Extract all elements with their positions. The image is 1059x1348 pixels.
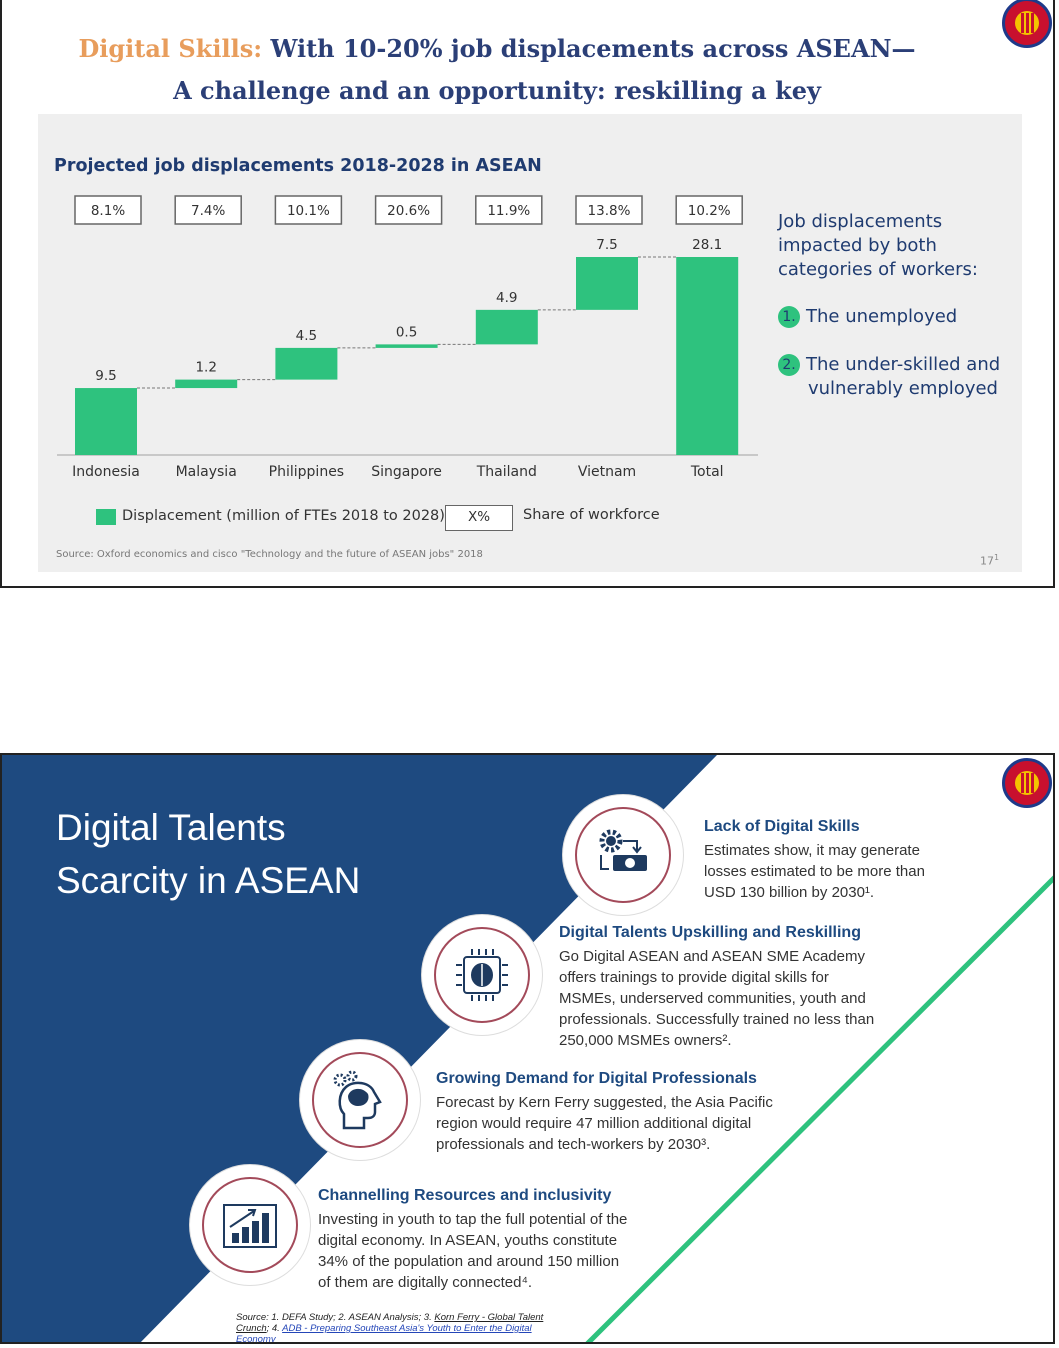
legend-share-box: X% <box>445 505 513 531</box>
data-label: 7.5 <box>596 237 617 253</box>
share-label: 11.9% <box>487 203 530 219</box>
category-label: Indonesia <box>72 464 140 480</box>
bar-total <box>676 257 739 455</box>
item-body: Go Digital ASEAN and ASEAN SME Academy of… <box>559 948 875 1049</box>
side-item-underskilled: 2. The under-skilled and vulnerably emplo… <box>778 353 1018 401</box>
category-label: Singapore <box>371 464 442 480</box>
item-body: Estimates show, it may generate losses es… <box>704 842 925 901</box>
slide-digital-skills: Digital Skills: With 10-20% job displace… <box>0 0 1055 588</box>
head-gears-icon <box>333 1070 382 1130</box>
brain-chip-icon <box>456 949 508 1001</box>
share-label: 8.1% <box>91 203 125 219</box>
page-number-sup: 1 <box>994 553 1000 562</box>
share-box <box>74 195 142 225</box>
chart-title: Projected job displacements 2018-2028 in… <box>54 156 542 176</box>
share-label: 20.6% <box>387 203 430 219</box>
slide-digital-talents: Digital Talents Scarcity in ASEAN Lack o… <box>0 753 1055 1344</box>
share-box <box>274 195 343 225</box>
share-box <box>374 195 443 225</box>
source-note: Source: Oxford economics and cisco "Tech… <box>56 549 483 560</box>
title-line2: A challenge and an opportunity: reskilli… <box>173 76 821 105</box>
growth-chart-icon-circle <box>190 1165 310 1285</box>
asean-emblem-icon <box>1002 0 1052 48</box>
side-heading: Job displacements impacted by both categ… <box>778 211 978 280</box>
title-rest: With 10-20% job displacements across ASE… <box>270 34 916 63</box>
waterfall-chart: 9.5 Indonesia 8.1% 1.2 Malaysia 7.4% 4.5 Philip… <box>57 195 758 480</box>
side-item-text: The unemployed <box>806 306 958 327</box>
share-label: 10.2% <box>688 203 731 219</box>
category-label: Total <box>690 464 724 480</box>
growth-chart-icon <box>223 1204 277 1248</box>
data-label: 4.5 <box>296 328 317 344</box>
source-link-kornferry[interactable]: Korn Ferry - Global Talent Crunch <box>236 1312 544 1334</box>
page-number: 171 <box>980 553 999 568</box>
share-label: 13.8% <box>588 203 631 219</box>
share-label: 7.4% <box>191 203 225 219</box>
gear-money-icon-circle <box>563 795 683 915</box>
category-label: Vietnam <box>578 464 636 480</box>
bar-malaysia <box>175 379 238 389</box>
item-title: Digital Talents Upskilling and Reskillin… <box>559 924 861 941</box>
asean-emblem-icon <box>1002 758 1052 808</box>
legend-swatch <box>96 509 116 525</box>
page-number-value: 17 <box>980 554 994 568</box>
item-title: Growing Demand for Digital Professionals <box>436 1070 757 1087</box>
number-badge: 2. <box>778 354 800 376</box>
share-box <box>174 195 242 225</box>
bar-vietnam <box>576 257 638 310</box>
item-title: Channelling Resources and inclusivity <box>318 1187 612 1204</box>
source-mid: ; 4. <box>266 1323 283 1334</box>
item-body: Investing in youth to tap the full poten… <box>318 1211 628 1291</box>
share-label: 10.1% <box>287 203 330 219</box>
legend-displacement: Displacement (million of FTEs 2018 to 20… <box>122 508 445 524</box>
source-prefix: Source: 1. DEFA Study; 2. ASEAN Analysis… <box>236 1312 435 1323</box>
data-label: 9.5 <box>95 368 116 384</box>
title-line2: Scarcity in ASEAN <box>56 860 361 901</box>
slide2-title: Digital Talents Scarcity in ASEAN <box>56 801 360 907</box>
category-label: Philippines <box>269 464 344 480</box>
item-body: Forecast by Kern Ferry suggested, the As… <box>436 1094 773 1153</box>
bar-indonesia <box>75 388 137 455</box>
head-gears-icon-circle <box>300 1040 420 1160</box>
bar-philippines <box>275 347 338 380</box>
slide-title: Digital Skills: With 10-20% job displace… <box>2 28 992 112</box>
data-label: 0.5 <box>396 324 417 340</box>
bar-thailand <box>475 309 538 345</box>
slide2-background <box>140 755 1053 1342</box>
title-line1: Digital Talents <box>56 807 286 848</box>
bar-singapore <box>375 344 438 348</box>
gear-money-icon <box>599 829 647 871</box>
side-item-text: The under-skilled and vulnerably employe… <box>806 354 1001 399</box>
source-note: Source: 1. DEFA Study; 2. ASEAN Analysis… <box>236 1312 566 1344</box>
source-link-adb[interactable]: ADB - Preparing Southeast Asia's Youth t… <box>236 1323 532 1344</box>
item-title: Lack of Digital Skills <box>704 818 860 835</box>
data-label: 1.2 <box>195 360 216 376</box>
share-box <box>675 195 743 225</box>
title-accent: Digital Skills: <box>78 34 263 63</box>
legend-share: Share of workforce <box>523 507 660 523</box>
category-label: Thailand <box>476 464 537 480</box>
share-box <box>475 195 543 225</box>
side-item-unemployed: 1. The unemployed <box>778 305 957 329</box>
number-badge: 1. <box>778 306 800 328</box>
data-label: 4.9 <box>496 290 517 306</box>
category-label: Malaysia <box>176 464 237 480</box>
share-box <box>575 195 643 225</box>
brain-chip-icon-circle <box>422 915 542 1035</box>
data-label: 28.1 <box>692 237 722 253</box>
